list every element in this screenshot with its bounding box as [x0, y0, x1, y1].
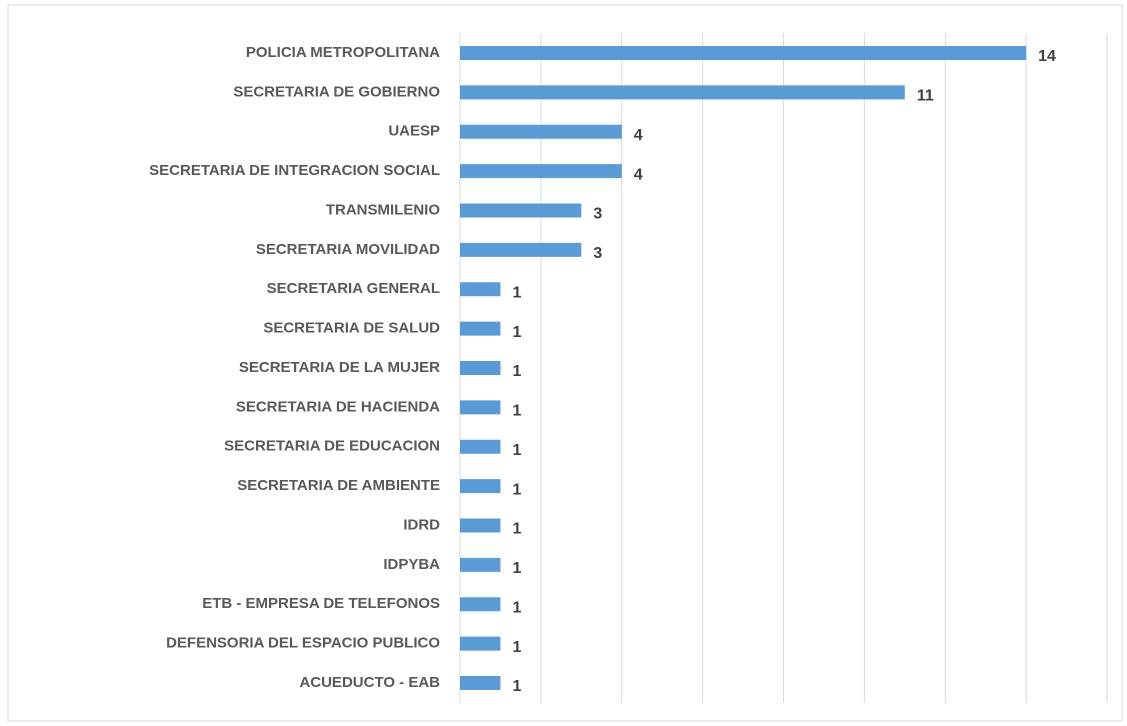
y-tick-label: POLICIA METROPOLITANA [246, 44, 440, 61]
value-label: 4 [634, 127, 643, 144]
value-label: 11 [917, 88, 934, 105]
y-tick-label: UAESP [388, 123, 440, 140]
bar [460, 439, 501, 454]
y-tick-label: ACUEDUCTO - EAB [299, 674, 440, 691]
value-label: 1 [512, 324, 521, 341]
value-label: 14 [1038, 48, 1056, 65]
y-tick-label: SECRETARIA DE SALUD [263, 320, 440, 337]
bar [460, 164, 622, 179]
value-label: 1 [512, 284, 521, 301]
value-label: 1 [512, 481, 521, 498]
value-label: 1 [512, 560, 521, 577]
value-label: 1 [512, 442, 521, 459]
value-label: 1 [512, 599, 521, 616]
y-tick-label: SECRETARIA DE EDUCACION [224, 438, 440, 455]
bar [460, 282, 501, 297]
y-tick-label: TRANSMILENIO [326, 201, 440, 218]
bar [460, 597, 501, 612]
bar [460, 203, 582, 218]
y-tick-label: SECRETARIA DE LA MUJER [239, 359, 440, 376]
bar [460, 242, 582, 257]
y-tick-label: SECRETARIA DE AMBIENTE [237, 477, 440, 494]
y-tick-label: IDPYBA [383, 556, 440, 573]
value-label: 1 [512, 521, 521, 538]
chart-frame [7, 4, 1123, 722]
bar [460, 45, 1027, 60]
bar [460, 321, 501, 336]
y-tick-label: SECRETARIA MOVILIDAD [256, 241, 440, 258]
y-tick-label: SECRETARIA GENERAL [267, 280, 440, 297]
y-tick-label: SECRETARIA DE HACIENDA [236, 398, 440, 415]
value-label: 1 [512, 639, 521, 656]
bar [460, 557, 501, 572]
bar [460, 676, 501, 691]
value-label: 3 [593, 245, 602, 262]
bar [460, 479, 501, 494]
y-tick-label: ETB - EMPRESA DE TELEFONOS [202, 595, 440, 612]
y-tick-label: IDRD [403, 516, 440, 533]
bar [460, 124, 622, 139]
value-label: 1 [512, 363, 521, 380]
y-tick-label: SECRETARIA DE INTEGRACION SOCIAL [149, 162, 440, 179]
bar [460, 518, 501, 533]
value-label: 1 [512, 678, 521, 695]
bar [460, 85, 905, 100]
bar [460, 400, 501, 415]
y-tick-label: DEFENSORIA DEL ESPACIO PUBLICO [166, 635, 440, 652]
value-label: 1 [512, 403, 521, 420]
bar [460, 361, 501, 375]
value-label: 4 [634, 166, 643, 183]
value-label: 3 [593, 206, 602, 223]
y-tick-label: SECRETARIA DE GOBIERNO [233, 83, 440, 100]
bar [460, 636, 501, 651]
